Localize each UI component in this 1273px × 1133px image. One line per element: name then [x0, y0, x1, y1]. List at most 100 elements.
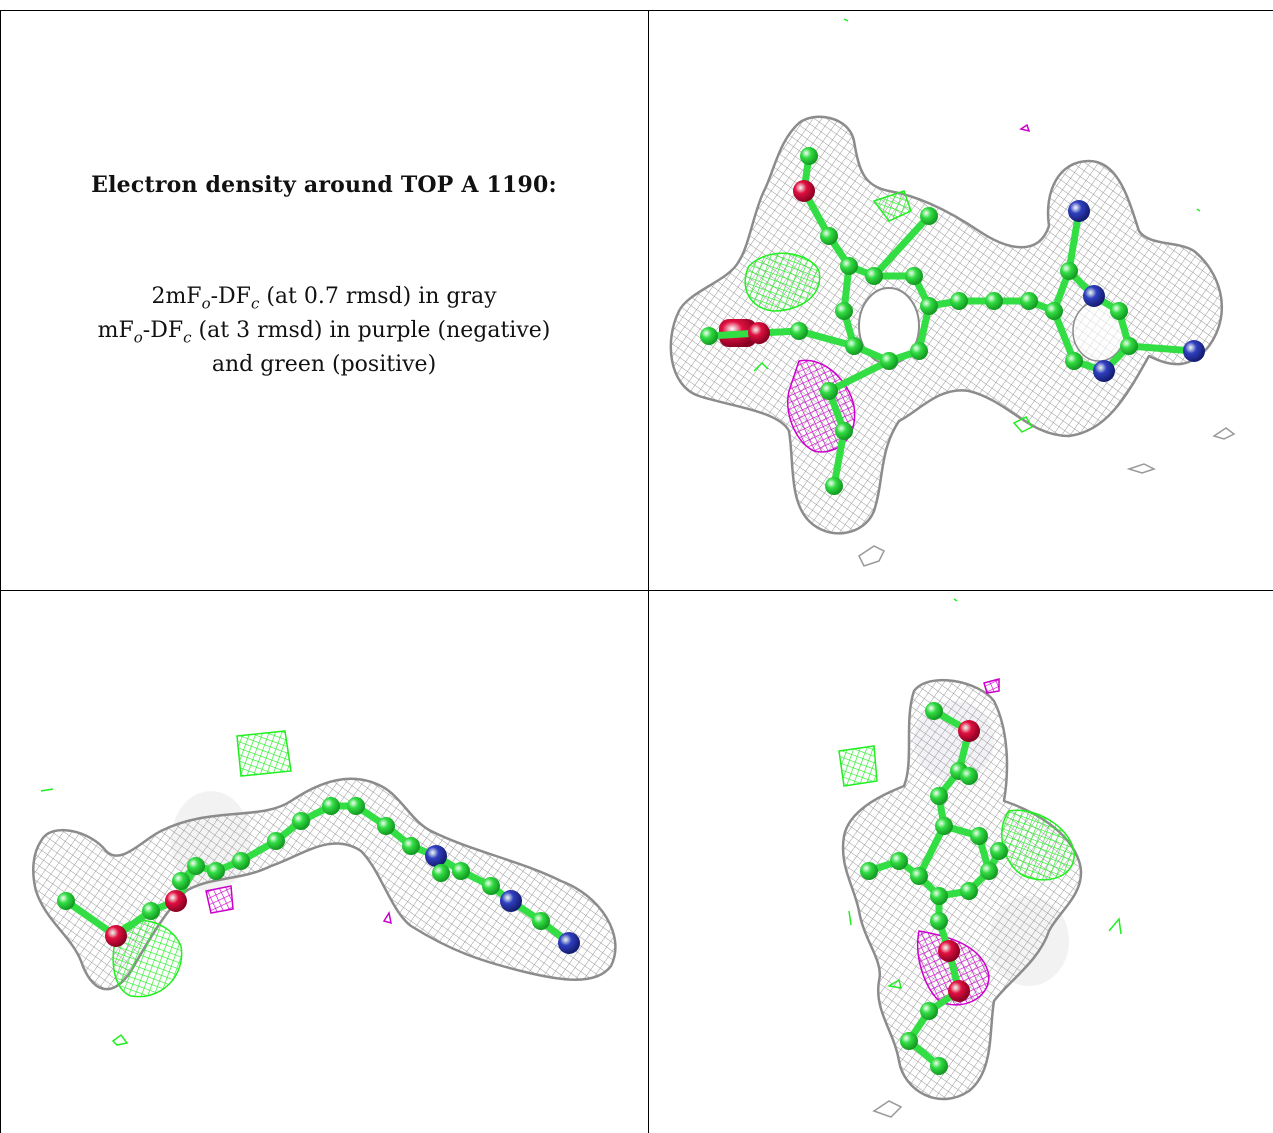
border-middle — [0, 590, 1273, 591]
noise-mark — [858, 545, 886, 567]
legend: Electron density around TOP A 1190: 2mFo… — [0, 0, 648, 590]
negative-density — [205, 885, 234, 914]
positive-density — [744, 252, 821, 312]
positive-density — [838, 745, 878, 787]
carbon-atom — [57, 892, 75, 910]
carbon-atom — [950, 292, 968, 310]
oxygen-atom — [958, 720, 980, 742]
carbon-atom — [825, 477, 843, 495]
carbon-atom — [1065, 352, 1083, 370]
carbon-atom — [532, 912, 550, 930]
nitrogen-atom — [1068, 200, 1090, 222]
carbon-atom — [142, 902, 160, 920]
carbon-atom — [905, 267, 923, 285]
carbon-atom — [1120, 337, 1138, 355]
carbon-atom — [920, 297, 938, 315]
bond — [870, 212, 933, 280]
carbon-atom — [377, 817, 395, 835]
carbon-atom — [980, 862, 998, 880]
carbon-atom — [820, 382, 838, 400]
positive-density — [236, 730, 292, 777]
view-top-right — [649, 11, 1273, 590]
noise-mark — [382, 911, 392, 925]
carbon-atom — [172, 872, 190, 890]
oxygen-atom — [793, 180, 815, 202]
carbon-atom — [910, 867, 928, 885]
positive-density — [112, 919, 183, 998]
bond — [830, 427, 848, 490]
noise-mark — [953, 598, 958, 602]
carbon-atom — [990, 842, 1008, 860]
density-view-top-right — [669, 18, 1236, 567]
nitrogen-atom — [500, 890, 522, 912]
noise-mark — [1212, 427, 1236, 440]
carbon-atom — [232, 852, 250, 870]
carbon-atom — [985, 292, 1003, 310]
carbon-atom — [920, 1002, 938, 1020]
legend-line-2mfo: 2mFo-DFc (at 0.7 rmsd) in gray — [151, 284, 497, 313]
carbon-atom — [1020, 292, 1038, 310]
noise-mark — [111, 1033, 129, 1046]
carbon-atom — [960, 767, 978, 785]
carbon-atom — [920, 207, 938, 225]
carbon-atom — [860, 862, 878, 880]
carbon-atom — [890, 852, 908, 870]
oxygen-atom — [105, 925, 127, 947]
legend-line-mfo: mFo-DFc (at 3 rmsd) in purple (negative) — [97, 318, 551, 347]
bond — [915, 822, 948, 880]
noise-mark — [848, 910, 852, 926]
noise-mark — [1108, 917, 1122, 935]
view-bottom-left — [1, 591, 648, 1133]
carbon-atom — [910, 342, 928, 360]
carbon-atom — [292, 812, 310, 830]
noise-mark — [1019, 123, 1031, 133]
carbon-atom — [960, 882, 978, 900]
carbon-atom — [267, 832, 285, 850]
carbon-atom — [935, 817, 953, 835]
oxygen-atom — [165, 890, 187, 912]
carbon-atom — [207, 862, 225, 880]
carbon-atom — [930, 1057, 948, 1075]
carbon-atom — [970, 827, 988, 845]
carbon-atom — [1060, 262, 1078, 280]
noise-mark — [40, 788, 54, 792]
view-bottom-right — [649, 591, 1273, 1133]
positive-density — [872, 190, 912, 222]
carbon-atom — [1045, 302, 1063, 320]
noise-mark — [1012, 416, 1034, 433]
carbon-atom — [865, 267, 883, 285]
carbon-atom — [930, 787, 948, 805]
carbon-atom — [930, 887, 948, 905]
nitrogen-atom — [1093, 360, 1115, 382]
carbon-atom — [900, 1032, 918, 1050]
legend-line-green: and green (positive) — [211, 352, 437, 377]
carbon-atom — [800, 147, 818, 165]
carbon-atom — [835, 422, 853, 440]
carbon-atom — [402, 837, 420, 855]
border-left — [0, 10, 1, 1133]
noise-mark — [886, 978, 903, 989]
negative-density — [983, 678, 1000, 694]
legend-cell: Electron density around TOP A 1190: 2mFo… — [0, 0, 648, 590]
atoms — [700, 147, 1205, 495]
atoms — [860, 702, 1008, 1075]
carbon-atom — [925, 702, 943, 720]
bond — [825, 357, 893, 395]
oxygen-atom — [938, 940, 960, 962]
nitrogen-atom — [1083, 285, 1105, 307]
border-top — [0, 10, 1273, 11]
nitrogen-atom — [425, 845, 447, 867]
noise-mark — [753, 361, 769, 372]
legend-title: Electron density around TOP A 1190: — [91, 172, 557, 198]
carbon-atom — [820, 227, 838, 245]
oxygen-atom — [748, 322, 770, 344]
carbon-atom — [187, 857, 205, 875]
oxygen-atom — [948, 980, 970, 1002]
border-center — [648, 10, 649, 1133]
carbon-atom — [930, 912, 948, 930]
noise-mark — [872, 1100, 903, 1118]
carbon-atom — [432, 864, 450, 882]
carbon-atom — [835, 302, 853, 320]
carbon-atom — [790, 322, 808, 340]
